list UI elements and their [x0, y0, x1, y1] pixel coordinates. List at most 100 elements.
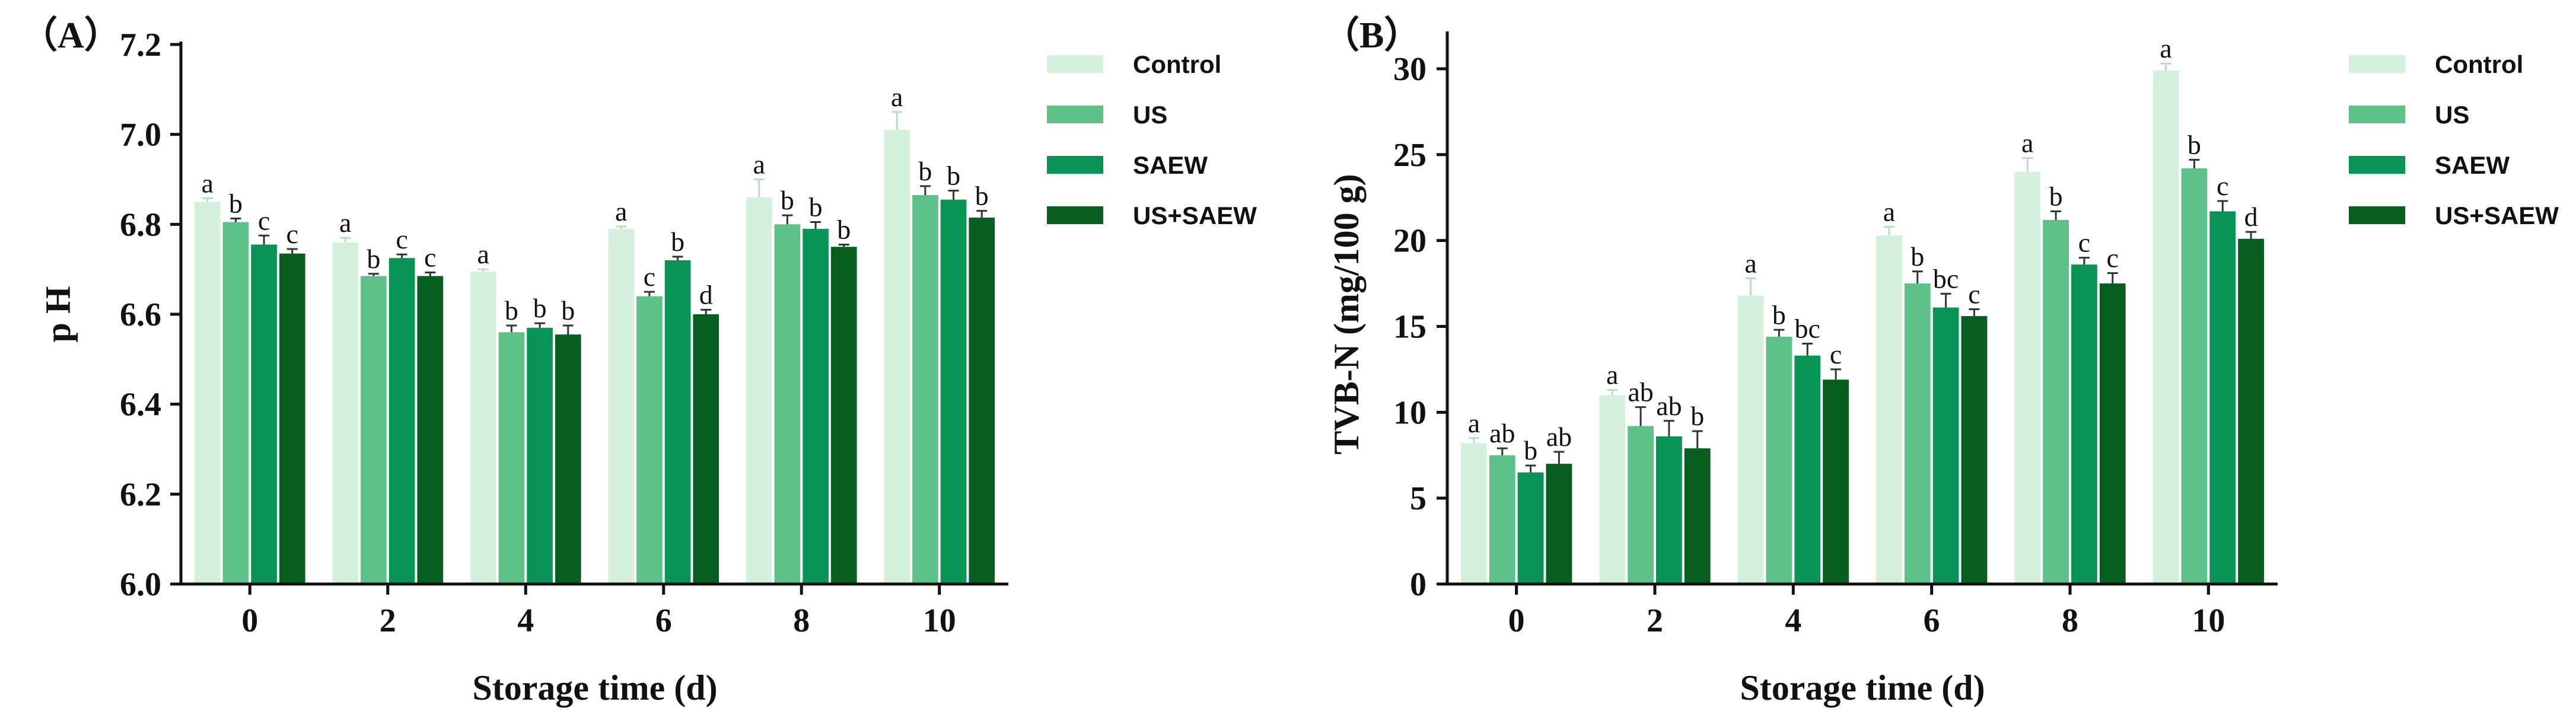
significance-label: c: [286, 219, 298, 249]
bar-us-4: [1766, 336, 1792, 584]
y-tick-label: 10: [1393, 394, 1426, 431]
significance-label: bc: [1933, 263, 1959, 293]
x-tick-label: 0: [241, 602, 258, 639]
significance-label: c: [396, 224, 407, 254]
y-axis-title: TVB-N (mg/100 g): [1327, 174, 1366, 454]
bar-us-6: [1904, 283, 1931, 584]
bar-us-saew-10: [969, 217, 995, 584]
significance-label: b: [1524, 435, 1537, 465]
significance-label: b: [2187, 129, 2201, 159]
bar-us-saew-4: [1823, 379, 1849, 584]
legend: Control US SAEW US+SAEW: [1047, 50, 1257, 229]
bar-saew-4: [527, 327, 553, 584]
x-tick-label: 10: [923, 602, 956, 639]
legend-swatch: [2349, 206, 2405, 224]
x-tick-label: 10: [2192, 602, 2225, 639]
panel-label: （B）: [1323, 14, 1421, 56]
bar-us-saew-4: [555, 334, 581, 584]
significance-label: a: [615, 196, 627, 226]
legend-label: SAEW: [1133, 151, 1208, 179]
significance-label: a: [2021, 128, 2033, 158]
y-tick-label: 6.0: [120, 566, 161, 603]
bar-us-0: [222, 222, 249, 585]
significance-label: b: [947, 160, 960, 190]
bar-us-10: [912, 195, 938, 585]
x-axis-title: Storage time (d): [1740, 668, 1985, 707]
significance-label: b: [918, 156, 932, 186]
x-tick-label: 6: [655, 602, 672, 639]
bar-us-10: [2181, 168, 2208, 584]
legend: Control US SAEW US+SAEW: [2349, 50, 2559, 229]
legend-label: Control: [1133, 50, 1221, 78]
y-tick-label: 0: [1410, 566, 1426, 603]
significance-label: b: [2049, 181, 2063, 211]
significance-label: a: [477, 239, 489, 269]
bar-control-10: [2152, 70, 2179, 585]
legend-swatch: [2349, 156, 2405, 174]
bar-us-2: [361, 276, 387, 585]
y-axis-title: p H: [39, 286, 78, 342]
y-tick-label: 20: [1393, 223, 1426, 260]
bar-us-saew-0: [279, 253, 305, 584]
significance-label: b: [229, 188, 243, 218]
significance-label: d: [2244, 202, 2258, 232]
significance-label: b: [837, 214, 851, 244]
bar-saew-10: [940, 199, 967, 584]
significance-label: b: [975, 181, 989, 211]
significance-label: a: [1883, 196, 1895, 226]
bar-us-saew-2: [1684, 448, 1711, 584]
significance-label: c: [424, 242, 436, 272]
bar-saew-2: [1656, 436, 1682, 584]
bar-us-saew-10: [2238, 238, 2264, 584]
y-tick-label: 6.8: [120, 206, 161, 243]
bar-saew-0: [251, 244, 277, 584]
x-tick-label: 6: [1924, 602, 1940, 639]
y-tick-label: 7.2: [120, 27, 161, 63]
bar-control-0: [1461, 443, 1487, 584]
significance-label: a: [339, 208, 351, 238]
bar-saew-10: [2209, 211, 2236, 584]
bar-saew-8: [803, 228, 829, 585]
bar-control-2: [1599, 395, 1626, 584]
significance-label: b: [367, 244, 380, 274]
significance-label: b: [809, 192, 823, 222]
significance-label: c: [1968, 279, 1980, 310]
legend-label: US+SAEW: [2435, 202, 2559, 229]
bar-us-8: [774, 224, 801, 584]
x-tick-label: 2: [1647, 602, 1663, 639]
y-tick-label: 7.0: [120, 117, 161, 154]
bar-us-saew-2: [417, 276, 444, 585]
legend-swatch: [2349, 106, 2405, 123]
legend-swatch: [1047, 106, 1103, 123]
bar-saew-4: [1794, 355, 1821, 584]
legend-label: US+SAEW: [1133, 202, 1257, 229]
significance-label: c: [258, 205, 270, 235]
x-tick-label: 8: [2062, 602, 2078, 639]
significance-label: b: [781, 185, 794, 215]
y-tick-label: 6.6: [120, 296, 161, 333]
x-tick-label: 4: [1785, 602, 1801, 639]
legend-label: US: [1133, 101, 1167, 129]
significance-label: c: [2217, 171, 2228, 201]
significance-label: b: [1910, 241, 1924, 272]
bar-saew-2: [389, 258, 415, 584]
bar-us-6: [636, 296, 663, 584]
significance-label: a: [1744, 248, 1756, 278]
bar-us-2: [1628, 426, 1654, 584]
bar-saew-6: [1932, 307, 1959, 584]
bar-control-0: [194, 202, 221, 585]
bar-saew-8: [2071, 264, 2097, 584]
legend-swatch: [1047, 55, 1103, 73]
legend-swatch: [1047, 156, 1103, 174]
bar-us-8: [2043, 219, 2069, 584]
significance-label: b: [533, 293, 547, 323]
significance-label: b: [671, 226, 684, 257]
significance-label: a: [753, 149, 765, 180]
x-axis-title: Storage time (d): [472, 668, 717, 707]
y-tick-label: 5: [1410, 480, 1426, 517]
significance-label: bc: [1795, 313, 1820, 343]
significance-label: a: [1468, 408, 1480, 438]
y-tick-label: 15: [1393, 308, 1426, 345]
x-tick-label: 4: [517, 602, 534, 639]
